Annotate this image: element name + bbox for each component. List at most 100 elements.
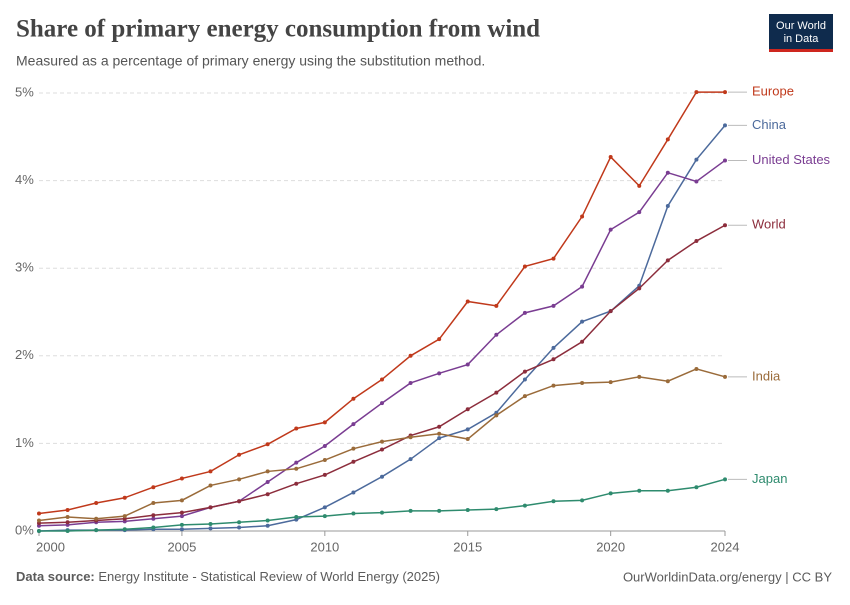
data-point (179, 498, 184, 503)
data-point (380, 510, 384, 515)
data-point (522, 503, 527, 508)
data-point (237, 520, 242, 525)
data-point (380, 439, 384, 444)
data-point (380, 474, 384, 479)
x-tick-label: 2024 (711, 539, 740, 554)
data-point (723, 123, 727, 128)
data-point (437, 508, 442, 513)
legend-label: Europe (752, 84, 794, 99)
data-point (151, 525, 156, 530)
data-point (665, 379, 670, 384)
data-point (637, 286, 642, 291)
series-line (38, 368, 726, 522)
data-point (151, 516, 156, 521)
data-point (351, 396, 356, 401)
data-point (351, 422, 356, 427)
data-point (237, 525, 242, 530)
data-point (265, 479, 270, 484)
data-point (322, 420, 327, 425)
data-point (208, 469, 213, 474)
data-point (37, 529, 41, 533)
data-point (494, 390, 499, 395)
data-point (665, 258, 670, 263)
data-point (637, 488, 642, 493)
data-point (294, 466, 299, 471)
data-point (465, 407, 470, 412)
data-point (94, 500, 99, 505)
data-point (408, 508, 413, 513)
legend-label: World (752, 217, 786, 232)
series-line (39, 478, 726, 532)
data-point (37, 518, 41, 523)
data-point (437, 337, 442, 342)
x-tick-label: 2000 (36, 539, 65, 554)
data-point (65, 520, 70, 525)
series-line (38, 124, 726, 532)
data-point (580, 339, 585, 344)
data-point (580, 498, 585, 503)
source-label: Data source: (16, 569, 95, 584)
data-point (380, 447, 384, 452)
data-point (208, 521, 213, 526)
data-point (122, 514, 127, 519)
data-point (380, 377, 384, 382)
data-point (408, 457, 413, 462)
y-tick-label: 5% (15, 84, 34, 99)
data-point (179, 527, 184, 532)
data-point (179, 514, 184, 519)
data-point (522, 264, 527, 269)
logo-text: Our World (776, 20, 826, 32)
data-point (580, 284, 585, 289)
x-tick-label: 2020 (596, 539, 625, 554)
footer-credit[interactable]: OurWorldinData.org/energy | CC BY (623, 569, 832, 584)
data-point (580, 380, 585, 385)
y-tick-label: 3% (15, 260, 34, 275)
data-point (465, 507, 470, 512)
data-point (522, 310, 527, 315)
data-point (551, 345, 556, 350)
logo-stripe (769, 49, 833, 52)
data-point (208, 526, 213, 531)
data-point (608, 227, 613, 232)
data-point (723, 90, 727, 95)
data-point (465, 299, 470, 304)
data-point (694, 366, 699, 371)
data-point (294, 481, 299, 486)
data-point (465, 437, 470, 442)
data-point (694, 239, 699, 244)
data-point (723, 477, 727, 482)
data-point (208, 483, 213, 488)
logo[interactable] (769, 14, 833, 52)
data-point (380, 401, 384, 406)
data-point (408, 435, 413, 440)
data-point (351, 446, 356, 451)
data-point (551, 499, 556, 504)
data-point (37, 511, 41, 516)
data-point (694, 485, 699, 490)
data-point (179, 476, 184, 481)
source-text: Energy Institute - Statistical Review of… (98, 569, 440, 584)
data-point (551, 383, 556, 388)
data-point (723, 374, 727, 379)
x-tick-label: 2010 (310, 539, 339, 554)
legend-label: Japan (752, 471, 787, 486)
data-point (465, 427, 470, 432)
data-point (65, 529, 70, 533)
data-point (179, 510, 184, 515)
x-tick-label: 2015 (453, 539, 482, 554)
data-point (265, 523, 270, 528)
data-point (208, 505, 213, 510)
data-point (522, 377, 527, 382)
data-point (608, 154, 613, 159)
data-point (465, 362, 470, 367)
data-point (237, 499, 242, 504)
data-point (265, 469, 270, 474)
data-point (494, 413, 499, 418)
data-point (494, 332, 499, 337)
data-point (723, 158, 727, 163)
data-point (237, 452, 242, 457)
data-point (179, 522, 184, 527)
logo-text: in Data (784, 33, 820, 45)
data-point (322, 458, 327, 463)
data-point (408, 380, 413, 385)
